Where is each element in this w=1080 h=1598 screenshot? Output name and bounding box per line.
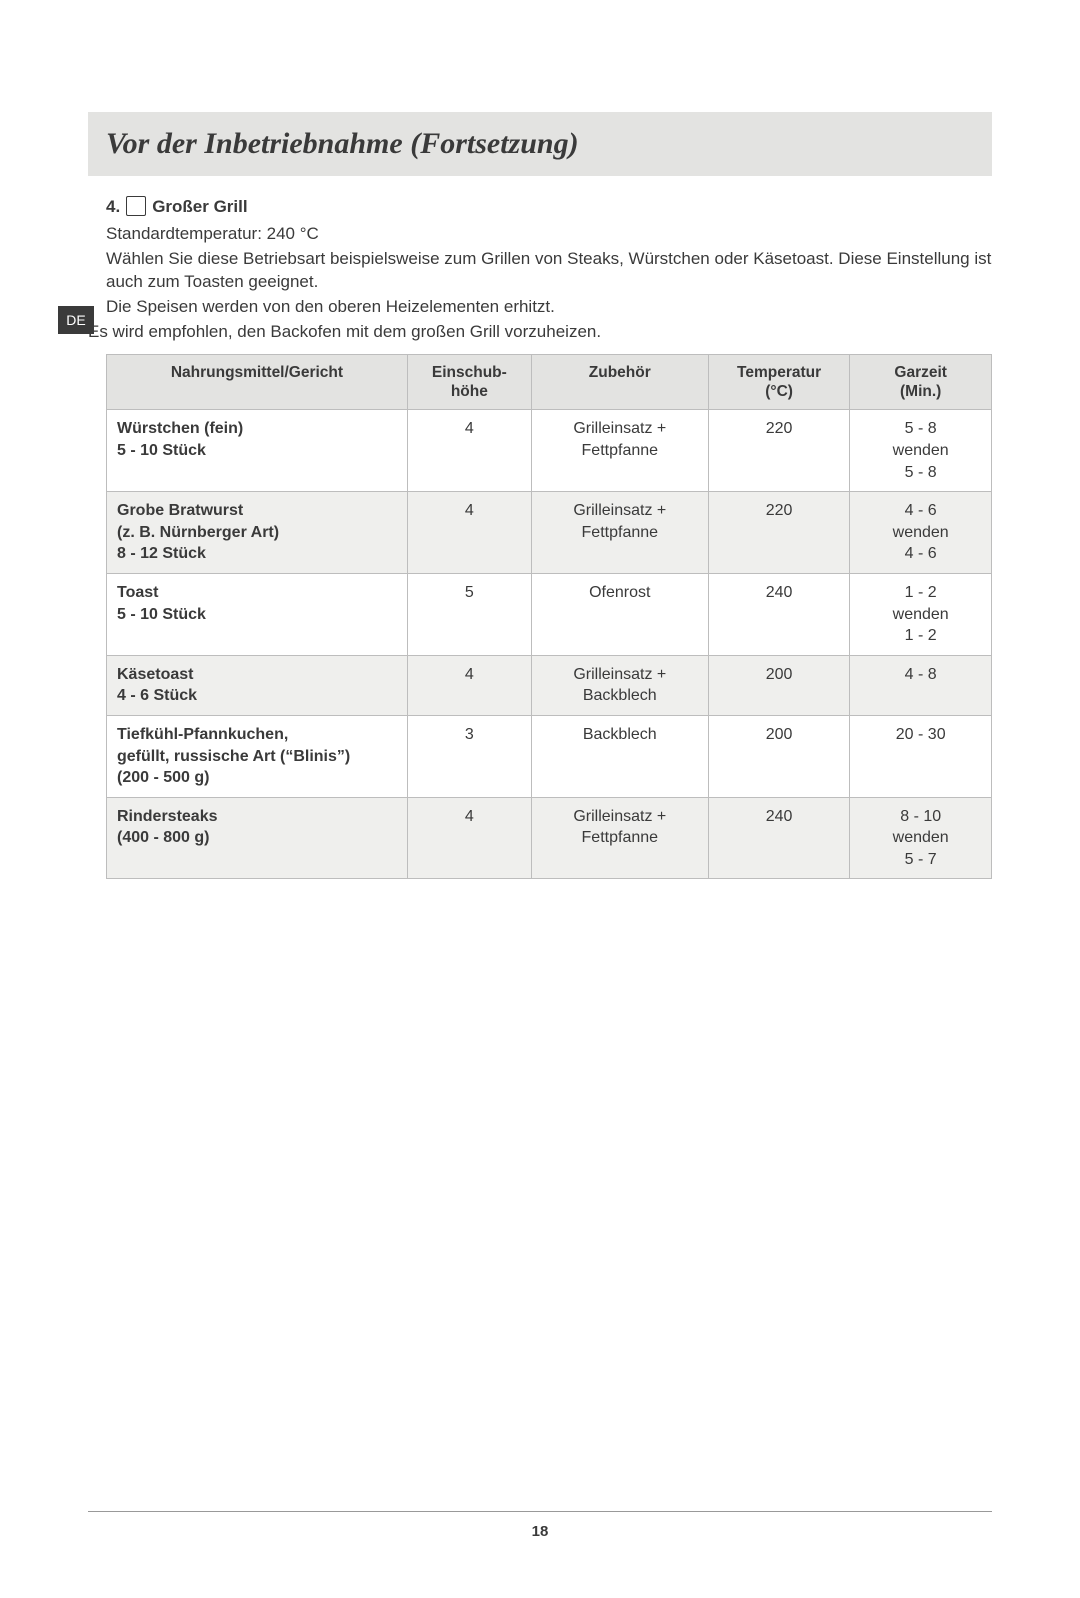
table-body: Würstchen (fein)5 - 10 Stück4Grilleinsat… [107,410,992,879]
table-cell: Würstchen (fein)5 - 10 Stück [107,410,408,492]
footer-rule [88,1511,992,1512]
table-cell: 5 - 8wenden5 - 8 [850,410,992,492]
paragraph-outdented: Es wird empfohlen, den Backofen mit dem … [88,321,992,344]
table-cell: Grilleinsatz +Fettpfanne [531,492,708,574]
table-cell: Käsetoast4 - 6 Stück [107,655,408,715]
th-level: Einschub-höhe [407,354,531,410]
table-cell: 20 - 30 [850,715,992,797]
table-cell: 220 [708,492,850,574]
table-row: Toast5 - 10 Stück5Ofenrost2401 - 2wenden… [107,573,992,655]
large-grill-icon [126,196,146,216]
page-title: Vor der Inbetriebnahme (Fortsetzung) [106,127,579,161]
table-cell: Ofenrost [531,573,708,655]
table-cell: 220 [708,410,850,492]
table-cell: 5 [407,573,531,655]
section-body: 4. Großer Grill Standardtemperatur: 240 … [88,196,992,879]
table-cell: Grilleinsatz +Fettpfanne [531,797,708,879]
section-number: 4. [106,196,120,219]
paragraph: Die Speisen werden von den oberen Heizel… [106,296,992,319]
table-cell: 4 [407,797,531,879]
language-tab: DE [58,306,94,334]
table-row: Würstchen (fein)5 - 10 Stück4Grilleinsat… [107,410,992,492]
table-header-row: Nahrungsmittel/Gericht Einschub-höhe Zub… [107,354,992,410]
table-row: Tiefkühl-Pfannkuchen,gefüllt, russische … [107,715,992,797]
section-heading-text: Großer Grill [152,196,247,219]
table-cell: 200 [708,715,850,797]
table-cell: Rindersteaks(400 - 800 g) [107,797,408,879]
table-cell: Backblech [531,715,708,797]
table-cell: 4 [407,655,531,715]
table-cell: Grilleinsatz +Backblech [531,655,708,715]
page-header-band: Vor der Inbetriebnahme (Fortsetzung) [88,112,992,176]
cooking-table: Nahrungsmittel/Gericht Einschub-höhe Zub… [106,354,992,880]
table-cell: Toast5 - 10 Stück [107,573,408,655]
paragraph: Wählen Sie diese Betriebsart beispielswe… [106,248,992,294]
manual-page: Vor der Inbetriebnahme (Fortsetzung) DE … [0,112,1080,1598]
table-cell: 4 [407,410,531,492]
table-cell: 4 - 6wenden4 - 6 [850,492,992,574]
table-cell: 240 [708,573,850,655]
table-cell: 240 [708,797,850,879]
th-food: Nahrungsmittel/Gericht [107,354,408,410]
page-number: 18 [0,1523,1080,1540]
section-heading: 4. Großer Grill [106,196,992,219]
table-cell: 1 - 2wenden1 - 2 [850,573,992,655]
table-cell: Grilleinsatz +Fettpfanne [531,410,708,492]
table-cell: Grobe Bratwurst(z. B. Nürnberger Art)8 -… [107,492,408,574]
table-cell: 4 [407,492,531,574]
table-cell: 4 - 8 [850,655,992,715]
table-cell: Tiefkühl-Pfannkuchen,gefüllt, russische … [107,715,408,797]
table-row: Käsetoast4 - 6 Stück4Grilleinsatz +Backb… [107,655,992,715]
paragraph: Standardtemperatur: 240 °C [106,223,992,246]
th-accessory: Zubehör [531,354,708,410]
table-row: Rindersteaks(400 - 800 g)4Grilleinsatz +… [107,797,992,879]
table-row: Grobe Bratwurst(z. B. Nürnberger Art)8 -… [107,492,992,574]
th-time: Garzeit(Min.) [850,354,992,410]
th-temp: Temperatur(°C) [708,354,850,410]
table-cell: 8 - 10wenden5 - 7 [850,797,992,879]
table-cell: 200 [708,655,850,715]
table-cell: 3 [407,715,531,797]
